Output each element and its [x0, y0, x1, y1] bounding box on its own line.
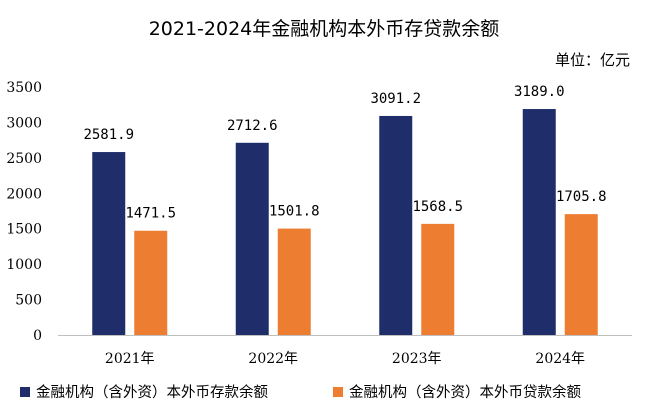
data-label: 3189.0: [514, 84, 565, 100]
x-tick-label: 2021年: [105, 351, 155, 367]
legend-label: 金融机构（含外资）本外币贷款余额: [349, 383, 581, 401]
data-label: 1471.5: [125, 206, 176, 222]
chart-title: 2021-2024年金融机构本外币存贷款余额: [149, 18, 500, 40]
y-tick-label: 1500: [6, 222, 42, 238]
y-tick-label: 2500: [6, 151, 42, 167]
bar-deposit: [379, 115, 413, 335]
y-axis: 0 500 1000 1500 2000 2500 3000 3500: [6, 80, 42, 344]
bar-deposit: [522, 109, 556, 336]
legend-swatch: [333, 387, 343, 397]
bar-loan: [277, 228, 311, 335]
data-label: 2712.6: [227, 118, 278, 134]
bar-deposit: [92, 152, 126, 335]
x-axis: 2021年 2022年 2023年 2024年: [105, 351, 585, 367]
x-tick-label: 2023年: [392, 351, 442, 367]
x-tick-label: 2024年: [535, 351, 585, 367]
bar-loan: [421, 223, 455, 335]
data-label: 2581.9: [83, 127, 134, 143]
bars: 2581.9 1471.5 2712.6 1501.8 3091.2 1568.5 3189…: [83, 84, 607, 336]
data-label: 1501.8: [269, 204, 320, 220]
x-tick-label: 2022年: [248, 351, 298, 367]
y-tick-label: 0: [33, 328, 42, 344]
y-tick-label: 500: [15, 293, 42, 309]
legend: 金融机构（含外资）本外币存款余额 金融机构（含外资）本外币贷款余额: [20, 383, 581, 401]
unit-label: 单位：亿元: [555, 51, 630, 69]
data-label: 3091.2: [370, 91, 421, 107]
y-tick-label: 2000: [6, 186, 42, 202]
legend-swatch: [20, 387, 30, 397]
bar-loan: [564, 214, 598, 335]
bar-loan: [134, 230, 168, 335]
y-tick-label: 1000: [6, 257, 42, 273]
y-tick-label: 3500: [6, 80, 42, 96]
data-label: 1568.5: [412, 199, 463, 215]
bar-deposit: [235, 142, 269, 335]
y-tick-label: 3000: [6, 115, 42, 131]
data-label: 1705.8: [556, 189, 607, 205]
legend-label: 金融机构（含外资）本外币存款余额: [36, 383, 268, 401]
